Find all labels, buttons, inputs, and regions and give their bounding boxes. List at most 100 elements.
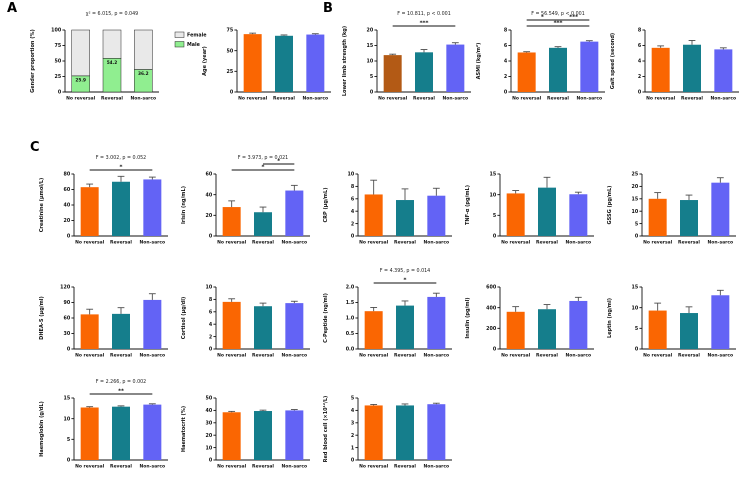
chart-svg-red-blood-cell: 0 1 2 3 4 5 Red blood cell (×10¹²/L) No reversa… <box>323 396 452 470</box>
bar-non-sarco <box>427 296 446 349</box>
y-tick-label: 10 <box>367 59 374 65</box>
y-axis-label: Creatinine (μmol/L) <box>39 178 45 233</box>
y-axis-label: Lower limb strength (kg) <box>342 26 348 96</box>
y-tick-label: 1.5 <box>346 300 355 306</box>
y-tick-label: 8 <box>209 297 213 303</box>
y-tick-label: 0 <box>230 90 234 96</box>
y-tick-label: 20 <box>632 184 639 190</box>
x-category-label: No reversal <box>359 240 389 246</box>
bar-reversal <box>112 406 130 460</box>
bar-male-non-sarco <box>134 69 153 93</box>
bar-non-sarco <box>714 49 733 92</box>
y-axis-label: Cortisol (μg/dl) <box>181 297 187 340</box>
bar-female-non-sarco <box>134 29 153 70</box>
x-category-label: Reversal <box>101 96 123 102</box>
bar-reversal <box>396 405 414 460</box>
y-tick-label: 30 <box>64 331 71 337</box>
y-tick-label: 6 <box>351 197 355 203</box>
y-tick-label: 20 <box>206 433 213 439</box>
chart-svg-creatinine: F = 3.002, p = 0.052 * 0 20 40 60 80 Creatinine… <box>39 155 168 246</box>
x-category-label: Reversal <box>547 96 569 102</box>
bar-no-reversal <box>651 47 670 92</box>
bar-reversal <box>549 47 567 92</box>
y-tick-label: 25 <box>632 172 639 178</box>
y-tick-label: 15 <box>632 285 639 291</box>
x-category-label: No reversal <box>217 240 247 246</box>
bar-male-no-reversal <box>71 75 90 93</box>
bar-non-sarco <box>580 41 599 92</box>
y-tick-label: 0 <box>351 234 355 240</box>
stat-text: χ² = 6.015, p = 0.049 <box>86 11 138 17</box>
y-axis-label: Red blood cell (×10¹²/L) <box>323 396 329 463</box>
y-tick-label: 4 <box>638 59 642 65</box>
x-category-label: No reversal <box>501 240 531 246</box>
chart-gender-proportion: χ² = 6.015, p = 0.049 0 25 50 75 100 Gender pr… <box>24 6 220 120</box>
y-tick-label: 80 <box>64 172 71 178</box>
y-tick-label: 200 <box>486 326 497 332</box>
bar-non-sarco <box>285 190 304 236</box>
chart-svg-haemoglobin: F = 2.266, p = 0.002 ** 0 5 10 15 Haemoglobin … <box>39 379 168 470</box>
x-category-label: No reversal <box>75 240 105 246</box>
y-tick-label: 0 <box>370 90 374 96</box>
x-category-label: Non-sarco <box>566 240 592 246</box>
x-category-label: No reversal <box>359 464 389 470</box>
bar-no-reversal <box>222 412 241 460</box>
x-category-label: Reversal <box>110 353 132 359</box>
y-tick-label: 0 <box>638 90 642 96</box>
chart-age: 0 25 50 75 Age (year) No reversal Reversal Non-… <box>196 6 336 120</box>
chart-crp: 0 2 4 6 8 10 CRP (μg/mL) No reversal Reversal Non… <box>317 150 457 264</box>
y-tick-label: 400 <box>486 305 497 311</box>
y-axis-label: TNF-α (pg/mL) <box>465 185 471 225</box>
x-category-label: Non-sarco <box>282 240 308 246</box>
y-tick-label: 10 <box>632 209 639 215</box>
y-tick-label: 0.5 <box>346 331 355 337</box>
y-tick-label: 40 <box>206 192 213 198</box>
chart-tnf-alpha: 0 5 10 15 TNF-α (pg/mL) No reversal Reversal No… <box>459 150 599 264</box>
x-category-label: Non-sarco <box>443 96 469 102</box>
bar-reversal <box>680 200 698 236</box>
bar-reversal <box>396 200 414 236</box>
x-category-label: Reversal <box>394 240 416 246</box>
x-category-label: Non-sarco <box>424 464 450 470</box>
bar-non-sarco <box>569 300 588 349</box>
x-category-label: No reversal <box>217 353 247 359</box>
x-category-label: Reversal <box>413 96 435 102</box>
y-tick-label: 60 <box>64 316 71 322</box>
chart-c-peptide: F = 4.395, p = 0.014 * 0.0 0.5 1.0 1.5 2.0 C-Pe… <box>317 263 457 377</box>
bar-value-label: 25.9 <box>75 77 86 83</box>
chart-asmi: F = 56.549, p < 0.001 * *** *** 0 2 4 6 8 ASMI (k… <box>470 6 610 120</box>
bar-non-sarco <box>569 194 588 236</box>
bar-no-reversal <box>648 198 667 236</box>
panel-label-b: B <box>323 1 333 16</box>
y-tick-label: 0 <box>493 347 497 353</box>
y-tick-label: 50 <box>227 48 234 54</box>
y-axis-label: Leptin (ng/ml) <box>607 298 613 338</box>
y-tick-label: 5 <box>635 221 638 227</box>
bar-no-reversal <box>506 193 525 236</box>
y-tick-label: 20 <box>367 28 374 34</box>
bar-reversal <box>254 411 272 460</box>
x-category-label: Non-sarco <box>566 353 592 359</box>
bar-no-reversal <box>80 314 99 349</box>
significance-stars: *** <box>569 14 578 20</box>
y-tick-label: 0 <box>493 234 497 240</box>
y-tick-label: 8 <box>351 184 355 190</box>
y-tick-label: 1 <box>351 445 354 451</box>
bar-non-sarco <box>143 299 162 349</box>
bar-reversal <box>415 52 433 92</box>
x-category-label: Non-sarco <box>424 353 450 359</box>
bar-reversal <box>680 313 698 349</box>
y-tick-label: 5 <box>370 74 373 80</box>
y-tick-label: 5 <box>351 396 354 402</box>
x-category-label: Non-sarco <box>282 464 308 470</box>
y-tick-label: 20 <box>64 218 71 224</box>
bar-reversal <box>683 44 701 92</box>
x-category-label: Reversal <box>394 353 416 359</box>
y-tick-label: 6 <box>638 43 642 49</box>
chart-svg-c-peptide: F = 4.395, p = 0.014 * 0.0 0.5 1.0 1.5 2.0 C-Pe… <box>323 268 452 359</box>
chart-svg-age: 0 25 50 75 Age (year) No reversal Reversal Non-… <box>202 28 331 102</box>
chart-irisin: F = 3.973, p = 0.021 * * 0 20 40 60 Irisin (ng/… <box>175 150 315 264</box>
x-category-label: Non-sarco <box>711 96 737 102</box>
chart-gssg: 0 5 10 15 20 25 GSSG (pg/mL) No reversal Reversa… <box>601 150 741 264</box>
x-category-label: Reversal <box>536 240 558 246</box>
